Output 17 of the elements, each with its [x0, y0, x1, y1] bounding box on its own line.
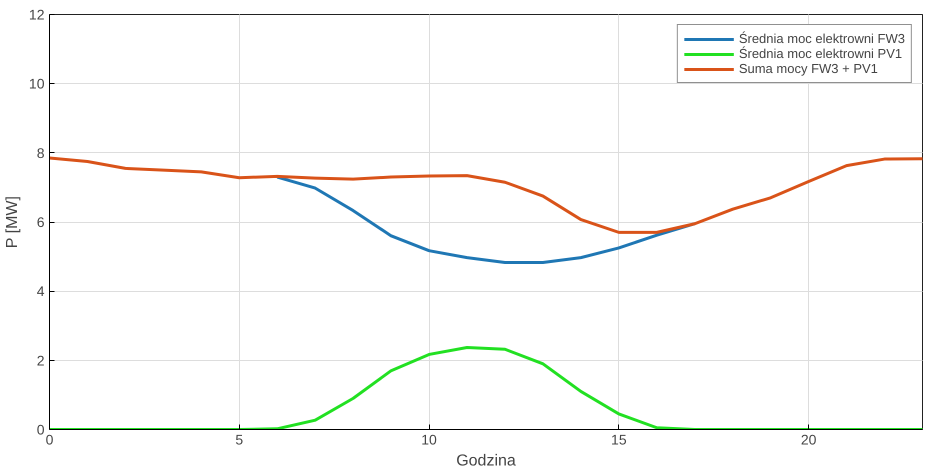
x-tick-label: 20 — [800, 432, 817, 448]
y-tick-label: 4 — [36, 283, 45, 300]
x-tick-label: 15 — [611, 432, 627, 448]
x-axis-title: Godzina — [456, 452, 516, 470]
y-tick-label: 8 — [36, 144, 45, 161]
y-tick-label: 10 — [28, 76, 45, 92]
x-tick-label: 10 — [421, 432, 438, 448]
y-axis-title: P [MW] — [4, 196, 21, 248]
y-tick-label: 0 — [36, 422, 45, 438]
y-tick-label: 6 — [36, 214, 45, 230]
y-tick-label: 12 — [28, 6, 45, 22]
legend-label: Suma mocy FW3 + PV1 — [738, 61, 878, 76]
legend-label: Średnia moc elektrowni PV1 — [738, 46, 902, 61]
line-series — [50, 156, 922, 234]
y-tick-label: 2 — [36, 352, 45, 368]
legend-label: Średnia moc elektrowni FW3 — [738, 31, 905, 46]
x-tick-label: 5 — [235, 432, 244, 448]
